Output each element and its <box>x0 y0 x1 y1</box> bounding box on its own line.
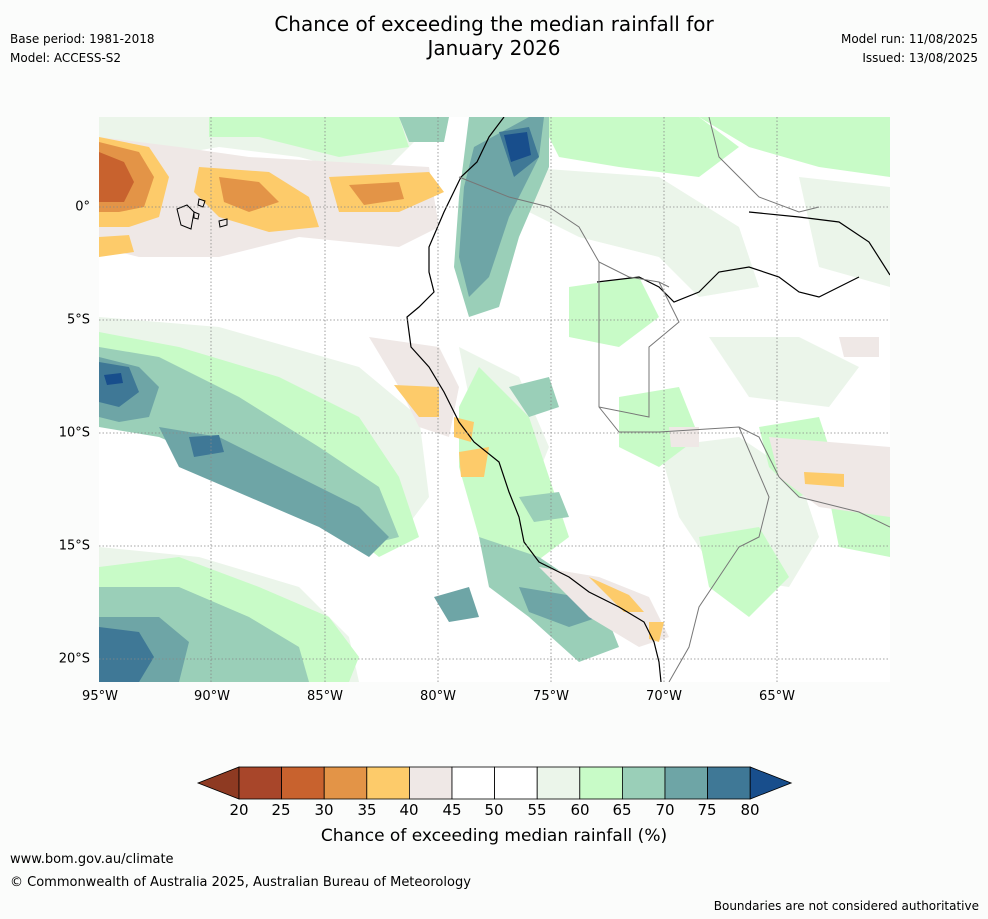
lon-tick: 65°W <box>759 689 795 704</box>
colorbar-label: 45 <box>442 801 462 819</box>
lat-tick: 10°S <box>58 425 90 441</box>
colorbar-segment <box>408 766 453 800</box>
map-area-25-30 <box>99 152 134 202</box>
model-run-text: Model run: 11/08/2025 <box>840 32 978 46</box>
colorbar-segment <box>281 766 325 800</box>
colorbar-label: 55 <box>527 801 547 819</box>
lat-tick: 5°S <box>66 312 90 328</box>
colorbar-segment <box>707 766 751 800</box>
colorbar-label: 80 <box>740 801 760 819</box>
colorbar-under-arrow <box>196 766 240 800</box>
colorbar-title: Chance of exceeding median rainfall (%) <box>320 826 668 846</box>
galapagos-islands <box>176 198 228 230</box>
model-text: Model: ACCESS-S2 <box>10 51 122 65</box>
lat-tick: 0° <box>75 199 90 215</box>
rainfall-map <box>99 117 890 682</box>
colorbar-label: 35 <box>357 801 377 819</box>
colorbar-segment <box>323 766 368 800</box>
colorbar <box>196 766 793 800</box>
colorbar-segment <box>536 766 581 800</box>
colorbar-label: 65 <box>612 801 632 819</box>
colorbar-label: 25 <box>271 801 291 819</box>
lon-tick: 75°W <box>533 689 569 704</box>
colorbar-label: 75 <box>697 801 717 819</box>
disclaimer-text: Boundaries are not considered authoritat… <box>713 899 979 913</box>
issued-text: Issued: 13/08/2025 <box>862 51 978 65</box>
lon-tick: 95°W <box>82 689 118 704</box>
lon-tick: 70°W <box>646 689 682 704</box>
colorbar-label: 30 <box>314 801 334 819</box>
title-line-1: Chance of exceeding the median rainfall … <box>274 12 714 36</box>
website-link[interactable]: www.bom.gov.au/climate <box>10 852 174 867</box>
colorbar-segment <box>494 766 538 800</box>
country-borders <box>458 117 890 682</box>
map-area-above-80 <box>104 132 531 385</box>
colorbar-over-arrow <box>749 766 793 800</box>
lat-tick: 20°S <box>58 651 90 667</box>
colorbar-segment <box>366 766 410 800</box>
colorbar-segment <box>238 766 282 800</box>
lon-tick: 85°W <box>307 689 343 704</box>
amazon-river <box>596 211 890 303</box>
lon-tick: 90°W <box>194 689 230 704</box>
copyright-text: © Commonwealth of Australia 2025, Austra… <box>10 875 471 890</box>
colorbar-segment <box>451 766 495 800</box>
colorbar-label: 50 <box>484 801 504 819</box>
coastline <box>406 117 662 682</box>
colorbar-label: 70 <box>655 801 675 819</box>
colorbar-segment <box>664 766 708 800</box>
colorbar-label: 20 <box>229 801 249 819</box>
colorbar-segment <box>621 766 666 800</box>
colorbar-label: 60 <box>570 801 590 819</box>
colorbar-segment <box>579 766 623 800</box>
lon-tick: 80°W <box>420 689 456 704</box>
base-period-text: Base period: 1981-2018 <box>10 32 155 46</box>
title-line-2: January 2026 <box>427 36 561 60</box>
map-gridlines <box>99 117 890 682</box>
map-title: Chance of exceeding the median rainfall … <box>0 12 988 60</box>
lat-tick: 15°S <box>58 538 90 554</box>
colorbar-label: 40 <box>399 801 419 819</box>
